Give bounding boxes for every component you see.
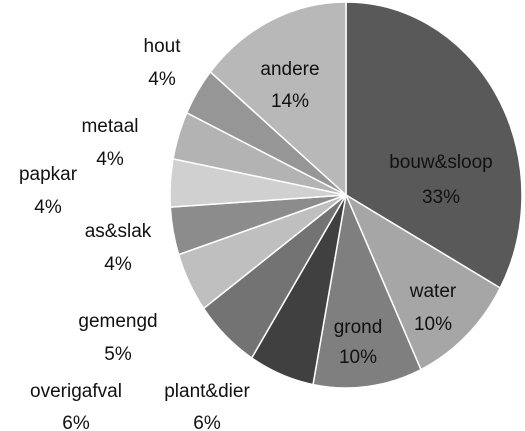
slice-label: grond [334, 317, 383, 338]
slice-label: gemengd [78, 311, 157, 332]
slice-value-label: 10% [414, 314, 452, 335]
pie-slice [345, 1, 523, 290]
slice-label: papkar [19, 164, 78, 185]
slice-value-label: 14% [271, 91, 309, 112]
slice-label: plant&dier [164, 381, 250, 402]
pie-slice [344, 193, 502, 371]
slice-value-label: 4% [104, 254, 132, 275]
slice-label: as&slak [85, 221, 152, 242]
slice-label: andere [260, 59, 319, 80]
slice-label: water [409, 281, 457, 302]
pie-slice [312, 192, 422, 389]
slice-value-label: 6% [62, 413, 90, 431]
slice-value-label: 33% [422, 187, 460, 208]
slice-value-label: 10% [339, 347, 377, 368]
slice-label: metaal [81, 116, 138, 137]
slice-label: bouw&sloop [389, 152, 493, 173]
slice-value-label: 4% [34, 197, 62, 218]
slice-value-label: 4% [148, 69, 176, 90]
slice-value-label: 4% [96, 149, 124, 170]
slice-label: hout [144, 36, 182, 57]
pie-slice [209, 1, 347, 197]
slice-value-label: 5% [104, 344, 132, 365]
slice-value-label: 6% [193, 413, 221, 431]
slice-label: overigafval [30, 381, 122, 402]
